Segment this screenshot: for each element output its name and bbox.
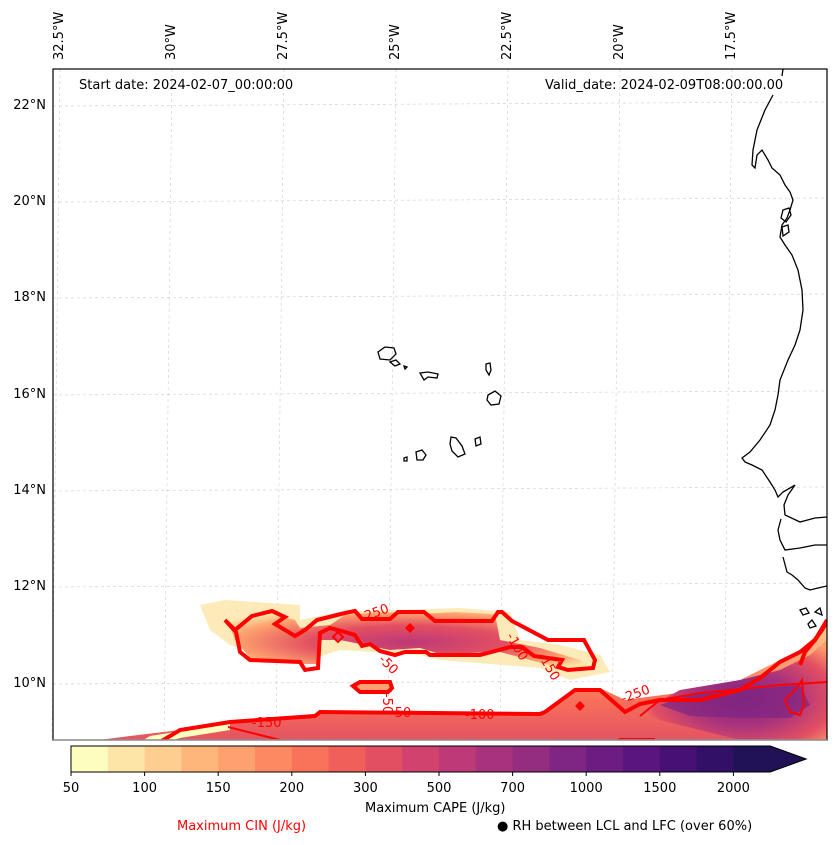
rh-legend-label: RH between LCL and LFC (over 60%) xyxy=(512,819,753,834)
colorbar-bin xyxy=(586,746,624,772)
island-santo-antao xyxy=(377,346,397,361)
colorbar-bin xyxy=(71,746,109,772)
colorbar-title: Maximum CAPE (J/kg) xyxy=(365,801,506,816)
colorbar-bin xyxy=(107,746,146,772)
parallel-gridline xyxy=(52,390,828,396)
parallel-gridline xyxy=(52,582,828,588)
parallel-gridline xyxy=(52,101,828,107)
cin-contour-label: -50 xyxy=(379,693,394,714)
colorbar-outline xyxy=(70,745,808,773)
island-santiago xyxy=(449,436,466,458)
colorbar-bin xyxy=(623,746,661,772)
coastlines xyxy=(377,69,827,629)
island-santa-luzia xyxy=(402,364,409,371)
colorbar-bin xyxy=(439,746,477,772)
parallel-gridline xyxy=(52,679,828,685)
parallel-gridline xyxy=(52,486,828,492)
lon-tick-label: 17.5°W xyxy=(724,11,739,60)
rh-marker xyxy=(575,701,585,711)
cin-contour-small-loop xyxy=(349,680,395,694)
coastline-africa xyxy=(741,69,827,591)
rh-marker xyxy=(405,623,415,633)
colorbar-tick-label: 2000 xyxy=(716,781,750,796)
island-fogo xyxy=(415,449,427,461)
colorbar xyxy=(70,745,808,776)
rh-marker-icon: ● xyxy=(497,819,509,834)
colorbar-tick-label: 700 xyxy=(500,781,526,796)
colorbar-extend-max xyxy=(733,746,807,772)
lon-tick-label: 32.5°W xyxy=(52,11,67,60)
cin-contour-label: -100 xyxy=(465,708,495,723)
parallel-gridline xyxy=(52,197,828,203)
cin-contour-west-band xyxy=(223,608,598,673)
lon-tick-label: 20°W xyxy=(612,24,627,60)
colorbar-bin xyxy=(328,746,366,772)
colorbar-tick-label: 200 xyxy=(279,781,305,796)
cin-contour-southwest-inner xyxy=(227,726,285,740)
cape-field: -250 -50 -100 -150 -50 -50 -100 -150 -25… xyxy=(98,600,827,740)
lat-tick-label: 10°N xyxy=(13,676,46,691)
cin-contour-label: -150 xyxy=(252,716,282,731)
colorbar-bin xyxy=(218,746,256,772)
colorbar-tick-label: 500 xyxy=(426,781,452,796)
island-maio xyxy=(474,436,482,447)
lat-tick-label: 12°N xyxy=(13,579,46,594)
colorbar-bin xyxy=(181,746,219,772)
colorbar-bin xyxy=(549,746,587,772)
start-date-label: Start date: 2024-02-07_00:00:00 xyxy=(79,78,294,93)
coastline-canary-fragment xyxy=(780,207,792,238)
cin-contour-southeast-inner xyxy=(639,681,827,717)
colorbar-bin xyxy=(696,746,734,772)
island-brava xyxy=(403,456,408,462)
lon-tick-label: 30°W xyxy=(164,24,179,60)
colorbar-tick-label: 100 xyxy=(132,781,158,796)
colorbar-tick-label: 150 xyxy=(205,781,231,796)
meridian-gridline xyxy=(723,68,733,741)
colorbar-bin xyxy=(291,746,330,772)
island-boa-vista xyxy=(486,390,502,406)
colorbar-bin xyxy=(402,746,440,772)
colorbar-bin xyxy=(512,746,550,772)
cape-fill-small xyxy=(355,682,392,692)
rh-legend: ● RH between LCL and LFC (over 60%) xyxy=(497,819,752,834)
cin-contour-label: -50 xyxy=(390,706,411,721)
colorbar-bin xyxy=(365,746,403,772)
lat-tick-label: 14°N xyxy=(13,483,46,498)
colorbar-bin xyxy=(475,746,514,772)
lat-tick-label: 22°N xyxy=(13,98,46,113)
cin-legend-label: Maximum CIN (J/kg) xyxy=(177,819,307,834)
island-sao-vicente xyxy=(388,359,402,367)
lon-tick-label: 27.5°W xyxy=(276,11,291,60)
cin-contour-east-edge xyxy=(798,620,827,666)
colorbar-tick-label: 1500 xyxy=(643,781,677,796)
meridian-gridline xyxy=(611,68,621,741)
rh-markers xyxy=(331,623,585,711)
coastline-bijagos xyxy=(799,606,824,629)
colorbar-tick-label: 1000 xyxy=(569,781,603,796)
lat-tick-label: 16°N xyxy=(13,387,46,402)
meridian-gridline xyxy=(163,68,173,741)
valid-date-label: Valid_date: 2024-02-09T08:00:00.00 xyxy=(545,78,784,93)
colorbar-tick-label: 50 xyxy=(62,781,80,796)
colorbar-bin xyxy=(255,746,293,772)
rh-marker xyxy=(331,630,345,644)
colorbar-bin xyxy=(659,746,698,772)
colorbar-tick-label: 300 xyxy=(352,781,378,796)
lon-tick-label: 25°W xyxy=(388,24,403,60)
island-sal xyxy=(485,362,492,377)
island-sao-nicolau xyxy=(418,371,439,381)
lon-tick-label: 22.5°W xyxy=(500,11,515,60)
cin-contours xyxy=(159,608,827,740)
lat-tick-label: 20°N xyxy=(13,194,46,209)
cin-contour-southeast-loop xyxy=(783,677,806,717)
lat-tick-label: 18°N xyxy=(13,290,46,305)
colorbar-bin xyxy=(144,746,182,772)
parallel-gridline xyxy=(52,293,828,299)
cin-contour-south xyxy=(159,618,827,740)
